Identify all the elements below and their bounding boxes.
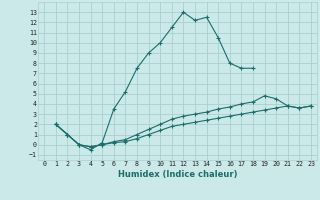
- X-axis label: Humidex (Indice chaleur): Humidex (Indice chaleur): [118, 170, 237, 179]
